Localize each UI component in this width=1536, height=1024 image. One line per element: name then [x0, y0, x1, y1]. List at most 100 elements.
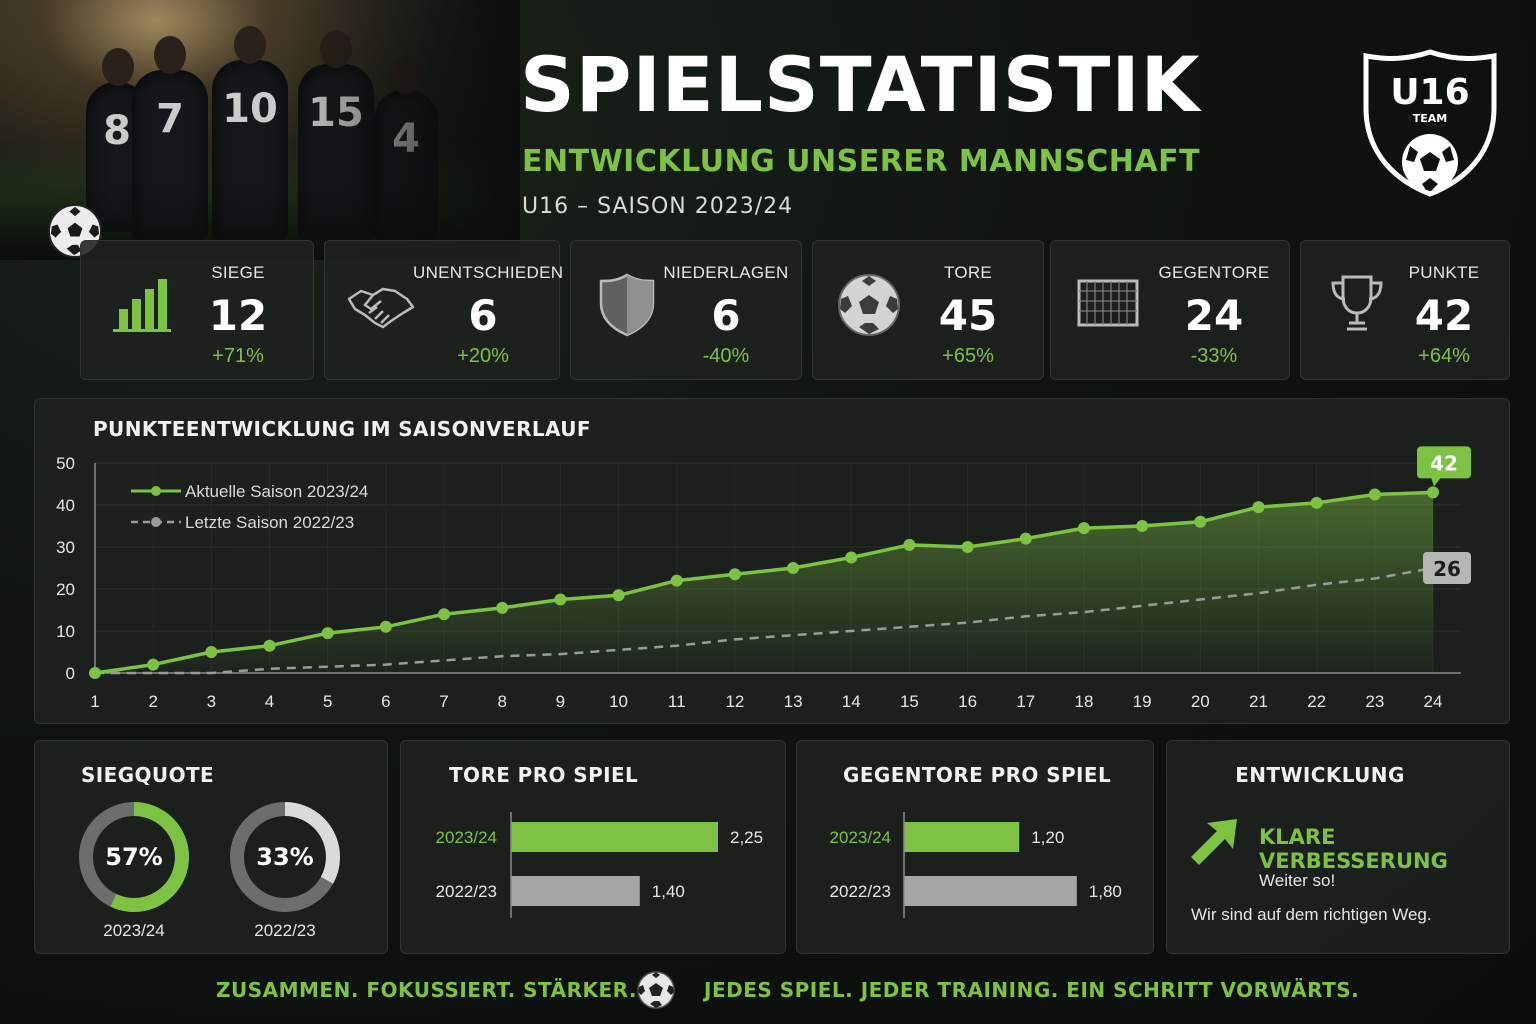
- legend-label-previous: Letzte Saison 2022/23: [185, 513, 354, 532]
- shield-icon: [599, 273, 655, 337]
- team-crest-logo: U16 TEAM: [1363, 49, 1497, 197]
- stat-label: NIEDERLAGEN: [663, 263, 789, 282]
- bar-chart-icon: [113, 279, 171, 332]
- data-point-current: [263, 639, 276, 652]
- win-rate-title: SIEGQUOTE: [81, 763, 215, 787]
- trophy-icon: [1331, 275, 1383, 331]
- x-tick-label: 5: [323, 692, 332, 711]
- x-tick-label: 20: [1191, 692, 1210, 711]
- data-point-current: [903, 538, 916, 551]
- bar-category-label: 2023/24: [830, 828, 891, 847]
- stat-change: +20%: [457, 345, 509, 367]
- donut-season-current: 2023/24: [103, 921, 165, 940]
- bar-value-label: 1,80: [1089, 882, 1122, 901]
- stat-value: 24: [1184, 291, 1244, 340]
- crest-team-text: U16: [1390, 72, 1469, 113]
- x-tick-label: 14: [842, 692, 861, 711]
- stat-value: 12: [208, 291, 268, 340]
- donut-value-previous: 33%: [256, 843, 313, 871]
- stat-value: 45: [938, 291, 998, 340]
- data-point-current: [321, 627, 334, 640]
- stat-card-unentschieden: UNENTSCHIEDEN 6 +20%: [324, 240, 564, 380]
- x-tick-label: 8: [497, 692, 506, 711]
- end-label-previous: 26: [1433, 557, 1461, 581]
- points-progress-panel: PUNKTEENTWICKLUNG IM SAISONVERLAUF 0 10 20…: [34, 398, 1510, 724]
- x-tick-label: 3: [207, 692, 216, 711]
- stat-change: +71%: [212, 345, 264, 367]
- donut-season-previous: 2022/23: [254, 921, 316, 940]
- donut-value-current: 57%: [105, 843, 162, 871]
- arrow-up-right-icon: [1191, 819, 1237, 865]
- stat-card-tore: TORE 45 +65%: [812, 240, 1044, 380]
- bar-value-label: 1,20: [1031, 828, 1064, 847]
- team-photo: 8 7 10 15 4: [0, 0, 520, 260]
- y-tick-label: 0: [66, 664, 75, 683]
- chart-title: PUNKTEENTWICKLUNG IM SAISONVERLAUF: [93, 417, 591, 441]
- x-tick-label: 2: [148, 692, 157, 711]
- data-point-current: [1427, 486, 1439, 499]
- x-tick-label: 1: [90, 692, 99, 711]
- stat-change: -40%: [702, 345, 750, 367]
- bar-category-label: 2022/23: [436, 882, 497, 901]
- donut-arc-previous: [230, 802, 340, 912]
- x-tick-label: 19: [1133, 692, 1152, 711]
- donut-arc-current: [79, 802, 189, 912]
- data-point-current: [147, 658, 160, 671]
- goals-against-title: GEGENTORE PRO SPIEL: [843, 763, 1112, 787]
- data-point-current: [1136, 520, 1149, 532]
- x-tick-label: 24: [1424, 692, 1443, 711]
- win-rate-donuts: 57% 33%: [79, 802, 340, 912]
- x-tick-label: 23: [1365, 692, 1384, 711]
- y-tick-label: 50: [56, 454, 75, 473]
- goals-against-per-game-chart: 2023/24 1,20 2022/23 1,80: [830, 812, 1122, 918]
- x-tick-label: 11: [668, 692, 686, 711]
- data-point-current: [554, 593, 567, 606]
- line-current-season: [94, 490, 1434, 675]
- stat-value: 42: [1414, 291, 1474, 340]
- goals-per-game-chart: 2023/24 2,25 2022/23 1,40: [436, 812, 763, 918]
- data-point-current: [1368, 488, 1381, 501]
- stat-card-gegentore: GEGENTORE 24 -33%: [1050, 240, 1290, 380]
- goals-per-game-title: TORE PRO SPIEL: [449, 763, 639, 787]
- data-point-current: [845, 551, 858, 564]
- stat-label: GEGENTORE: [1158, 263, 1270, 282]
- stat-change: +65%: [942, 345, 994, 367]
- data-point-current: [89, 667, 101, 679]
- data-point-current: [1077, 522, 1090, 535]
- x-tick-label: 9: [556, 692, 565, 711]
- y-tick-label: 30: [56, 538, 75, 557]
- data-point-current: [205, 646, 218, 658]
- page-title: SPIELSTATISTIK: [520, 40, 1201, 129]
- x-tick-label: 7: [439, 692, 448, 711]
- area-current-season: [95, 492, 1433, 673]
- bar-category-label: 2023/24: [436, 828, 497, 847]
- stat-change: +64%: [1418, 345, 1470, 367]
- data-point-current: [670, 574, 683, 587]
- footer-slogan-right: JEDES SPIEL. JEDER TRAINING. EIN SCHRITT…: [704, 978, 1360, 1002]
- bar: [904, 822, 1020, 852]
- x-tick-label: 22: [1307, 692, 1326, 711]
- end-badge-pointer: [1431, 477, 1441, 487]
- goals-per-game-panel: TORE PRO SPIEL 2023/24 2,25 2022/23 1,40: [400, 740, 786, 954]
- x-tick-label: 18: [1074, 692, 1093, 711]
- stat-label: UNENTSCHIEDEN: [413, 263, 564, 282]
- x-tick-label: 12: [725, 692, 744, 711]
- x-tick-label: 17: [1016, 692, 1035, 711]
- end-badge-previous: [1423, 552, 1471, 584]
- stat-label: TORE: [943, 263, 993, 282]
- x-tick-label: 4: [265, 692, 274, 711]
- football-icon: [637, 971, 675, 1009]
- development-title: ENTWICKLUNG: [1235, 763, 1405, 787]
- development-line-1: Weiter so!: [1259, 871, 1336, 890]
- development-line-2: Wir sind auf dem richtigen Weg.: [1191, 905, 1432, 924]
- stat-card-siege: SIEGE 12 +71%: [80, 240, 314, 380]
- stat-value: 6: [468, 291, 498, 340]
- win-rate-panel: SIEGQUOTE 57% 33% 2023/24 2022/23: [34, 740, 388, 954]
- page-subtitle: ENTWICKLUNG UNSERER MANNSCHAFT: [522, 144, 1201, 179]
- data-point-current: [379, 620, 392, 633]
- goals-against-per-game-panel: GEGENTORE PRO SPIEL 2023/24 1,20 2022/23 1,…: [796, 740, 1154, 954]
- legend-marker-previous: [151, 517, 161, 527]
- development-headline: KLARE VERBESSERUNG: [1259, 825, 1448, 873]
- development-panel: ENTWICKLUNG KLARE VERBESSERUNG Weiter so…: [1166, 740, 1510, 954]
- footer-slogan-left: ZUSAMMEN. FOKUSSIERT. STÄRKER.: [216, 978, 638, 1002]
